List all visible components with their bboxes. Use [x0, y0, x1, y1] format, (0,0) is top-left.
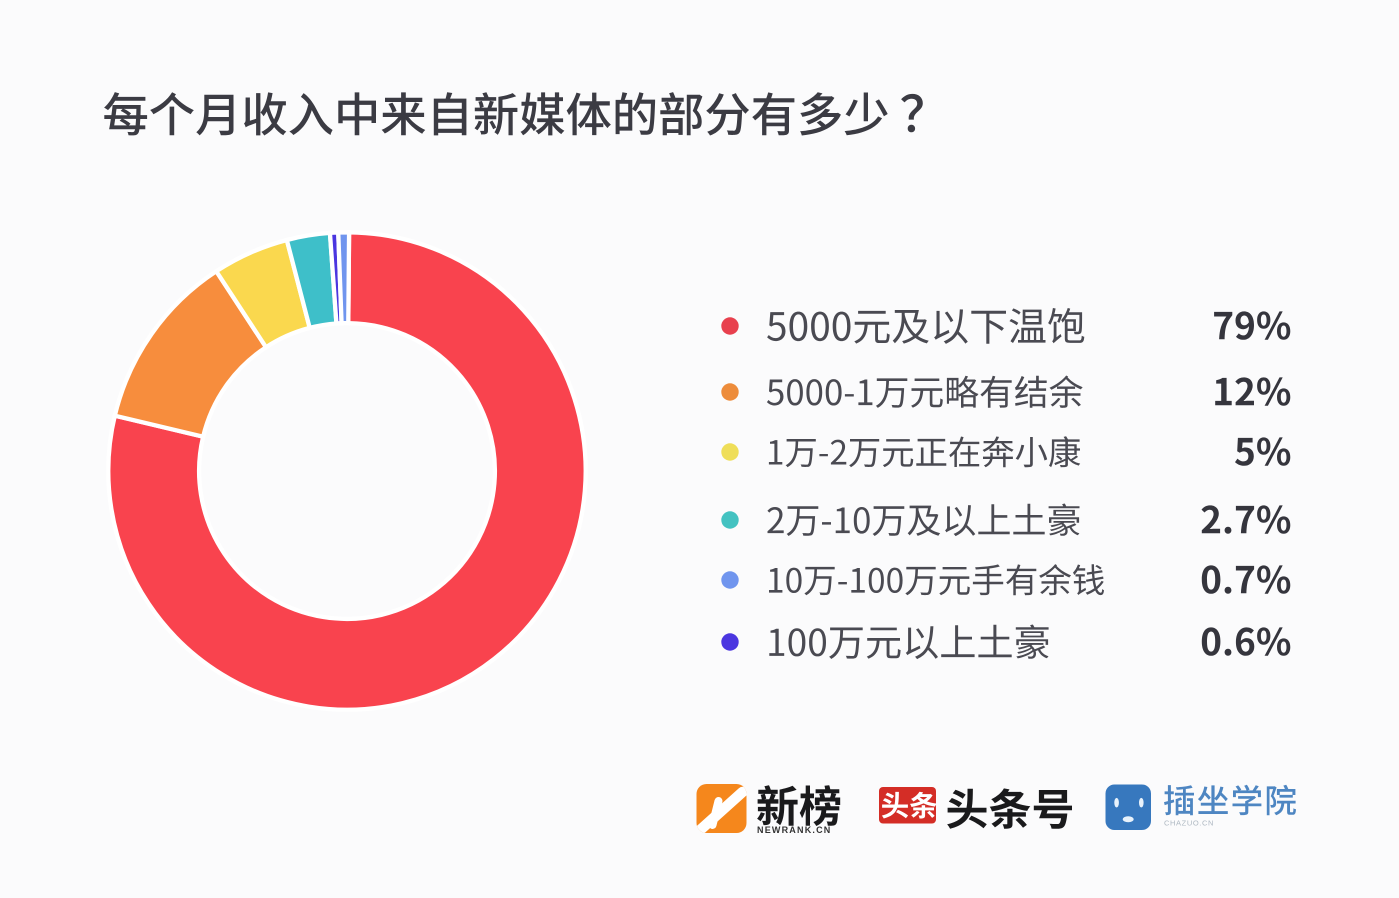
- svg-text:NEWRANK.CN: NEWRANK.CN: [757, 825, 832, 835]
- svg-text:CHAZUO.CN: CHAZUO.CN: [1164, 819, 1214, 828]
